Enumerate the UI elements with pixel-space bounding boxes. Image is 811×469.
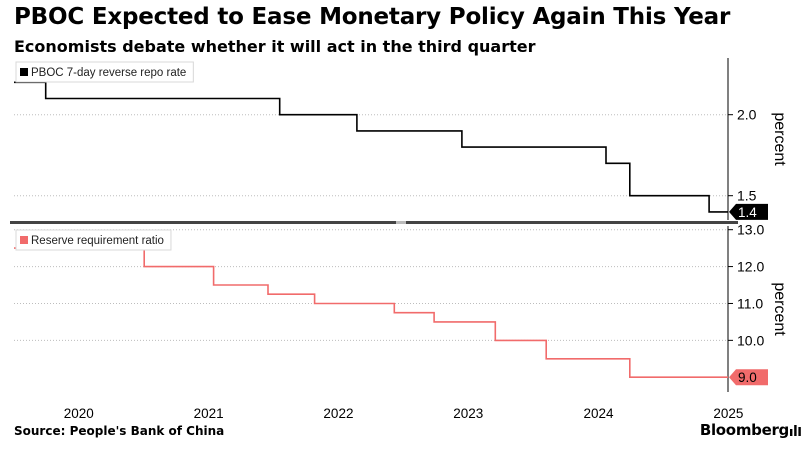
- last-value-badge: [729, 203, 768, 220]
- series-line: [14, 247, 728, 378]
- legend: Reserve requirement ratio: [15, 229, 172, 251]
- x-tick-label: 2023: [453, 406, 483, 421]
- x-tick-label: 2025: [713, 406, 743, 421]
- last-value-callout: 9.0: [729, 369, 768, 386]
- y-tick-label: 1.5: [737, 188, 757, 204]
- legend-box: [15, 229, 172, 251]
- panel-divider: [10, 221, 738, 224]
- chart-title: PBOC Expected to Ease Monetary Policy Ag…: [14, 4, 731, 30]
- legend-swatch: [20, 236, 28, 244]
- x-tick-label: 2022: [323, 406, 353, 421]
- chart-subtitle: Economists debate whether it will act in…: [14, 37, 536, 56]
- legend-swatch: [20, 68, 28, 76]
- y-tick-label: 13.0: [737, 222, 764, 238]
- legend-label: PBOC 7-day reverse repo rate: [31, 67, 186, 79]
- last-value-label: 1.4: [738, 205, 757, 220]
- legend-label: Reserve requirement ratio: [31, 235, 164, 247]
- series-line: [14, 81, 728, 213]
- source-note: Source: People's Bank of China: [14, 424, 225, 438]
- panel-divider-handle: [396, 221, 406, 224]
- x-tick-label: 2021: [194, 406, 224, 421]
- last-value-callout: 1.4: [729, 203, 768, 220]
- last-value-badge: [729, 369, 768, 386]
- legend: PBOC 7-day reverse repo rate: [15, 61, 194, 83]
- y-tick-label: 12.0: [737, 259, 764, 275]
- y-tick-label: 10.0: [737, 332, 764, 348]
- legend-box: [15, 61, 194, 83]
- x-tick-label: 2024: [583, 406, 614, 421]
- y-tick-label: 2.0: [737, 107, 757, 123]
- y-tick-label: 11.0: [737, 295, 763, 311]
- bloomberg-bars-icon: [790, 425, 801, 436]
- y-axis-title: percent: [771, 282, 788, 336]
- y-axis-title: percent: [771, 112, 788, 166]
- bloomberg-logo: Bloomberg: [699, 421, 789, 439]
- x-tick-label: 2020: [64, 406, 94, 421]
- last-value-label: 9.0: [738, 370, 757, 385]
